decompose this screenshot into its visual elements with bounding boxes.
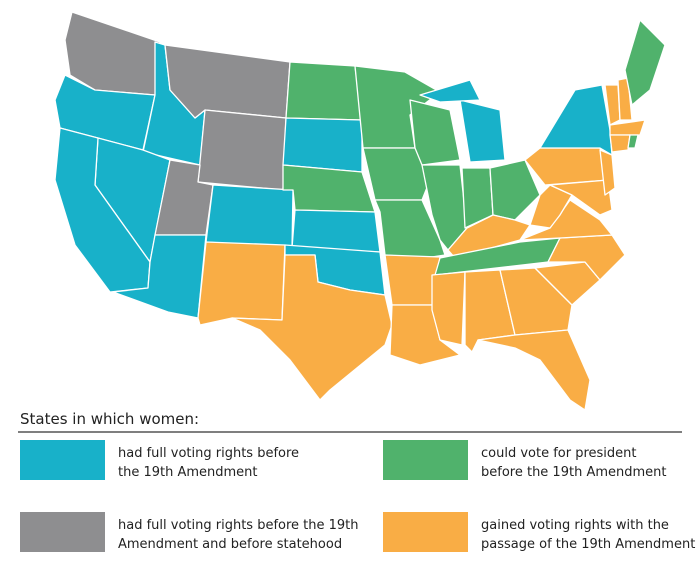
legend-label: gained voting rights with the (481, 518, 669, 533)
legend-label: passage of the 19th Amendment (481, 537, 695, 552)
state (599, 149, 616, 196)
legend-swatch (383, 440, 468, 480)
state (539, 84, 613, 156)
state (197, 241, 286, 326)
state (409, 99, 461, 166)
state (524, 147, 609, 186)
legend-label: Amendment and before statehood (118, 537, 342, 552)
state (627, 134, 639, 149)
legend-title: States in which women: (20, 410, 199, 428)
state (609, 119, 646, 136)
legend-label: had full voting rights before the 19th (118, 518, 359, 533)
state (431, 271, 466, 346)
state (231, 254, 393, 401)
state (205, 184, 294, 249)
state (609, 134, 631, 153)
legend-label: the 19th Amendment (118, 465, 258, 480)
legend-label: before the 19th Amendment (481, 465, 667, 480)
state (459, 99, 506, 163)
state (499, 267, 573, 336)
state (285, 61, 363, 121)
legend-label: could vote for president (481, 446, 637, 461)
state (489, 159, 541, 221)
legend: had full voting rights before the 19th Am… (20, 440, 695, 552)
state (549, 179, 613, 216)
legend-label: had full voting rights before (118, 446, 299, 461)
legend-swatch (20, 512, 105, 552)
state (477, 329, 591, 411)
state (197, 109, 287, 191)
state (419, 79, 481, 103)
legend-swatch (383, 512, 468, 552)
state (282, 117, 363, 173)
state (624, 19, 666, 106)
us-map (54, 11, 666, 411)
state (282, 164, 376, 213)
legend-swatch (20, 440, 105, 480)
state (291, 209, 381, 253)
